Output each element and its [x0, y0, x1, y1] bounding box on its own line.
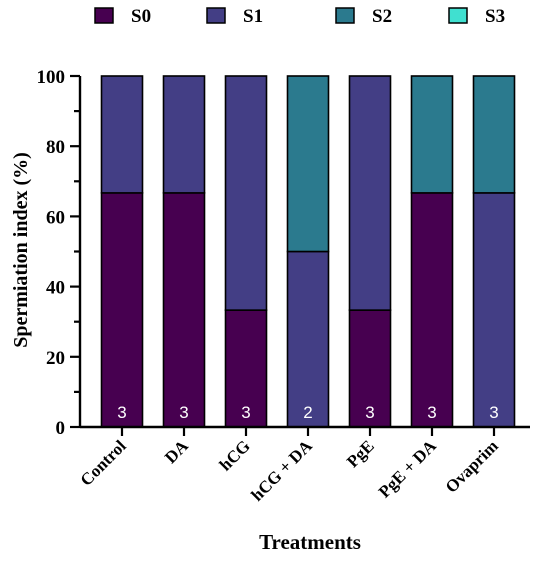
y-tick-label: 40 — [46, 278, 65, 299]
bar-s2-5 — [410, 75, 454, 194]
bar-s1-2 — [224, 75, 268, 311]
bar-s2-3 — [286, 75, 330, 253]
y-tick-label: 100 — [37, 67, 66, 88]
bars — [100, 75, 516, 428]
bar-s0-0 — [100, 192, 144, 428]
x-tick-label: PgE — [343, 436, 378, 471]
bar-s0-5 — [410, 192, 454, 428]
legend: S0 S1 S2 S3 — [94, 6, 505, 27]
bar-s0-1 — [162, 192, 206, 428]
bar-count-label: 3 — [365, 403, 374, 422]
legend-swatch-s0 — [94, 7, 114, 24]
y-tick-label: 0 — [56, 418, 66, 439]
legend-label-s1: S1 — [243, 6, 263, 27]
bar-s0-4 — [348, 309, 392, 428]
x-tick-label: hCG — [216, 436, 254, 474]
y-tick-label: 20 — [46, 348, 65, 369]
x-axis-title: Treatments — [259, 530, 361, 554]
bar-count-label: 2 — [303, 403, 312, 422]
bar-count-label: 3 — [427, 403, 436, 422]
x-tick-label: Control — [77, 436, 130, 489]
legend-label-s0: S0 — [131, 6, 151, 27]
legend-swatch-s1 — [206, 7, 226, 24]
legend-label-s2: S2 — [372, 6, 392, 27]
bar-s1-3 — [286, 250, 330, 428]
bar-s1-1 — [162, 75, 206, 194]
bar-count-label: 3 — [489, 403, 498, 422]
bar-s1-6 — [472, 192, 516, 428]
y-tick-label: 60 — [46, 207, 65, 228]
bar-s2-6 — [472, 75, 516, 194]
x-tick-label: DA — [161, 436, 192, 467]
y-axis-title: Spermiation index (%) — [10, 152, 32, 348]
bar-s1-0 — [100, 75, 144, 194]
bar-s0-2 — [224, 309, 268, 428]
x-tick-label: Ovaprim — [442, 436, 502, 496]
legend-swatch-s2 — [335, 7, 355, 24]
x-tick-label: PgE + DA — [375, 436, 441, 502]
legend-swatch-s3 — [448, 7, 468, 24]
y-axis: 0 20 40 60 80 100 — [37, 67, 82, 439]
bar-count-label: 3 — [117, 403, 126, 422]
bar-count-label: 3 — [241, 403, 250, 422]
bar-count-label: 3 — [179, 403, 188, 422]
bar-s1-4 — [348, 75, 392, 311]
bar-count-labels: 3 3 3 2 3 3 3 — [117, 403, 498, 422]
y-tick-label: 80 — [46, 137, 65, 158]
legend-label-s3: S3 — [485, 6, 505, 27]
x-tick-label: hCG + DA — [247, 436, 316, 505]
